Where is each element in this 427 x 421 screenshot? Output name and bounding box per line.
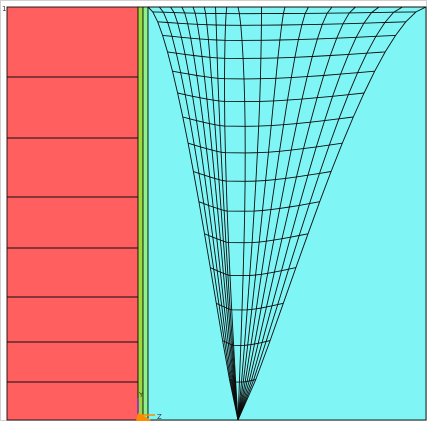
fluid-arc-line-4: [210, 267, 296, 277]
fluid-arc-line-10: [177, 92, 365, 103]
fluid-arc-line-5: [204, 233, 309, 244]
triad-z-label: Z: [157, 413, 162, 421]
fluid-arc-line-14: [157, 21, 406, 26]
mesh-grid: [7, 6, 427, 421]
fluid-arc-line-8: [187, 142, 343, 154]
fluid-arc-line-12: [167, 51, 386, 59]
region-solid[interactable]: [6, 6, 139, 421]
mesh-regions: [6, 6, 427, 421]
region-layer-outer[interactable]: [142, 6, 149, 421]
fluid-arc-line-2: [222, 340, 271, 346]
coordinate-triad: Y Z: [136, 391, 162, 421]
region-layer-inner[interactable]: [137, 6, 144, 421]
fluid-arc-line-6: [198, 201, 320, 212]
fluid-arc-line-9: [182, 116, 354, 127]
fluid-arc-line-13: [162, 34, 396, 41]
corner-mark: 1: [2, 5, 6, 13]
fluid-arc-line-3: [216, 302, 284, 311]
fluid-arc-line-1: [229, 379, 256, 383]
fluid-arc-line-15: [152, 11, 417, 15]
triad-y-label: Y: [138, 391, 144, 399]
fluid-arc-line-7: [193, 171, 332, 182]
triad-origin-marker: [136, 413, 152, 421]
fluid-arc-line-11: [172, 70, 375, 80]
region-fluid[interactable]: [147, 6, 427, 421]
